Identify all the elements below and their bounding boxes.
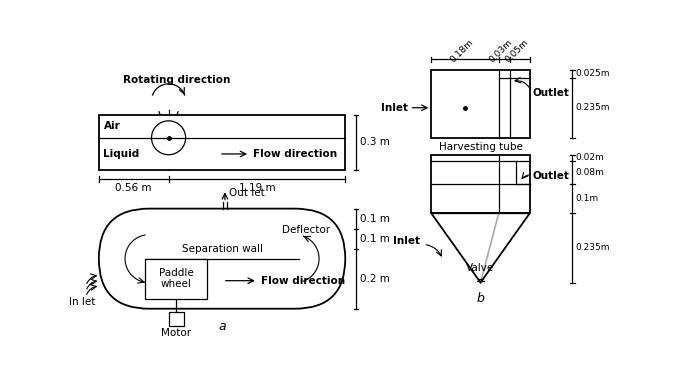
Text: Flow direction: Flow direction — [261, 276, 345, 286]
Text: 0.03m: 0.03m — [488, 38, 515, 65]
Bar — [431, 155, 530, 213]
Text: 0.2 m: 0.2 m — [360, 274, 390, 284]
Text: Inlet: Inlet — [393, 236, 420, 246]
Text: 0.1m: 0.1m — [575, 194, 599, 203]
Text: Inlet: Inlet — [381, 103, 408, 113]
Text: Flow direction: Flow direction — [253, 149, 337, 159]
Text: 1.19 m: 1.19 m — [238, 183, 275, 193]
Text: 0.08m: 0.08m — [575, 168, 604, 177]
Text: Out let: Out let — [229, 188, 265, 198]
Text: In let: In let — [69, 297, 96, 307]
Text: 0.025m: 0.025m — [575, 69, 610, 78]
Text: Motor: Motor — [162, 328, 191, 338]
Bar — [145, 259, 207, 299]
Text: Deflector: Deflector — [282, 225, 330, 235]
Bar — [168, 312, 184, 326]
Text: Paddle
wheel: Paddle wheel — [159, 268, 194, 289]
Text: b: b — [477, 292, 484, 305]
Text: Harvesting tube: Harvesting tube — [439, 142, 522, 152]
Text: a: a — [218, 320, 226, 333]
Text: Valve: Valve — [466, 263, 494, 273]
Text: 0.235m: 0.235m — [575, 243, 610, 252]
Text: Separation wall: Separation wall — [181, 244, 263, 254]
Text: Rotating direction: Rotating direction — [123, 75, 230, 85]
Bar — [431, 70, 530, 138]
Text: Outlet: Outlet — [533, 171, 570, 181]
Text: 0.18m: 0.18m — [448, 38, 475, 65]
Text: 0.1 m: 0.1 m — [360, 213, 390, 224]
Text: Liquid: Liquid — [103, 149, 140, 159]
Text: 0.56 m: 0.56 m — [115, 183, 152, 193]
Text: 0.05m: 0.05m — [503, 38, 530, 65]
Text: Outlet: Outlet — [533, 88, 570, 98]
Text: 0.1 m: 0.1 m — [360, 234, 390, 244]
Text: Air: Air — [103, 121, 120, 131]
Text: 0.235m: 0.235m — [575, 103, 610, 112]
Bar — [99, 115, 346, 170]
Text: 0.3 m: 0.3 m — [360, 137, 390, 147]
Circle shape — [151, 121, 185, 155]
Text: 0.02m: 0.02m — [575, 153, 604, 162]
FancyBboxPatch shape — [99, 209, 346, 309]
